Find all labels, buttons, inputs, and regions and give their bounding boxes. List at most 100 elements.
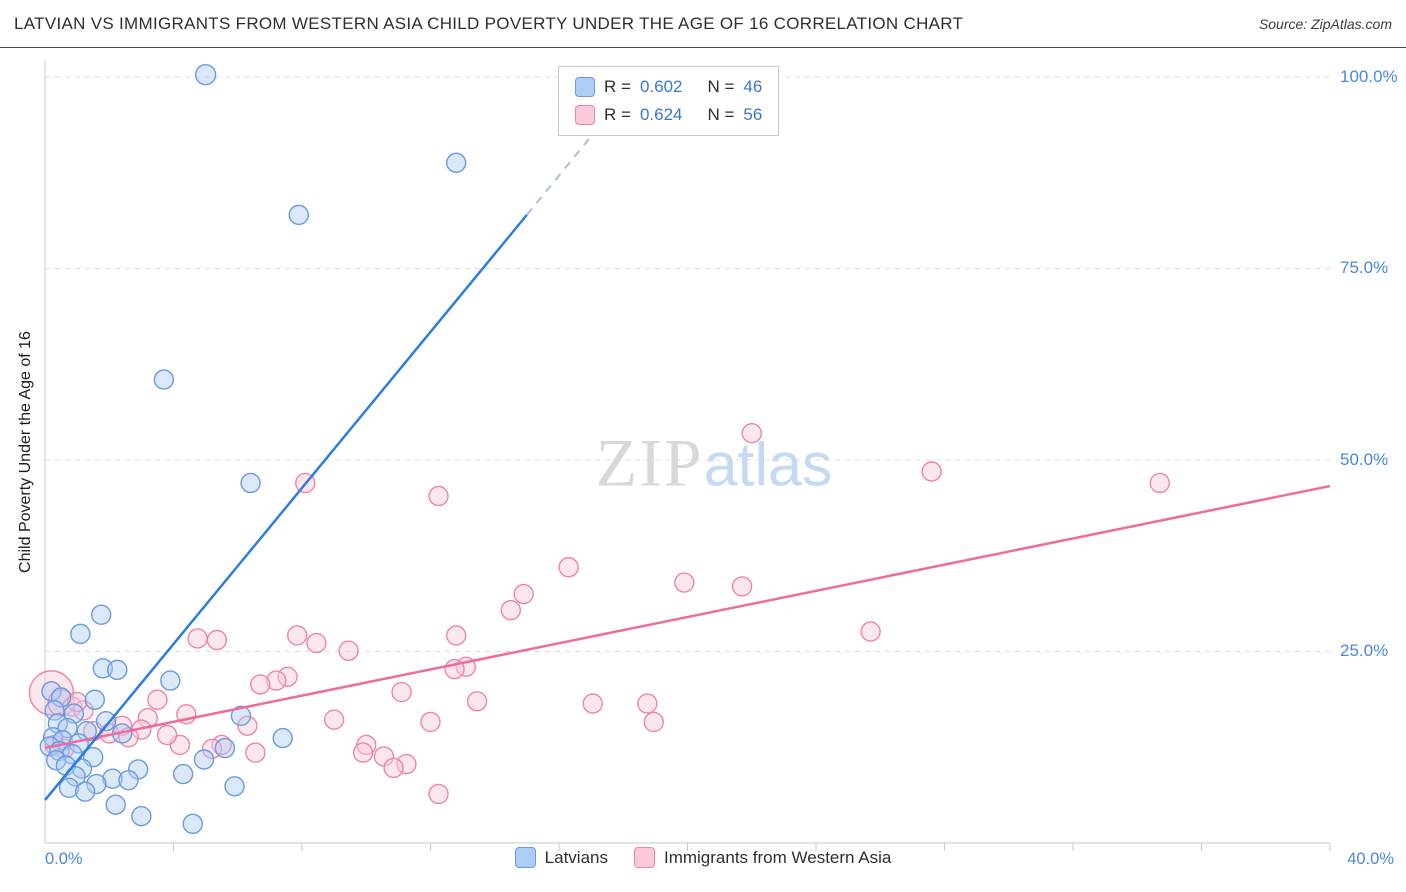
data-point-immigrants-from-western-asia[interactable] (306, 632, 327, 654)
latvians-legend-label: Latvians (544, 847, 608, 867)
page-title: LATVIAN VS IMMIGRANTS FROM WESTERN ASIA … (14, 13, 964, 33)
legend-item-latvians: Latvians (514, 847, 608, 868)
correlation-legend-box: R = 0.602 N = 46 R = 0.624 N = 56 (558, 66, 780, 136)
x-axis-max-label: 40.0% (1347, 850, 1394, 868)
data-point-latvians[interactable] (172, 763, 194, 785)
data-point-immigrants-from-western-asia[interactable] (428, 783, 449, 805)
data-point-latvians[interactable] (272, 727, 293, 749)
data-point-immigrants-from-western-asia[interactable] (245, 742, 266, 763)
zipatlas-watermark: ZIPatlas (596, 424, 833, 503)
watermark-atlas-text: atlas (703, 430, 833, 499)
data-point-immigrants-from-western-asia[interactable] (286, 625, 308, 646)
data-point-immigrants-from-western-asia[interactable] (277, 666, 298, 687)
data-point-latvians[interactable] (46, 750, 67, 771)
data-point-latvians[interactable] (288, 204, 309, 226)
y-tick-50: 50.0% (1340, 450, 1389, 469)
data-point-immigrants-from-western-asia[interactable] (187, 628, 208, 649)
data-point-immigrants-from-western-asia[interactable] (513, 583, 534, 605)
legend-row-immigrants: R = 0.624 N = 56 (575, 105, 762, 125)
data-point-latvians[interactable] (193, 749, 215, 770)
n-value-latvians: 46 (743, 77, 763, 96)
data-point-latvians[interactable] (102, 768, 123, 789)
data-point-immigrants-from-western-asia[interactable] (338, 640, 359, 661)
n-label: N = (707, 77, 735, 96)
y-tick-75: 75.0% (1340, 258, 1389, 277)
data-point-latvians[interactable] (84, 689, 105, 710)
data-point-latvians[interactable] (153, 369, 175, 390)
y-tick-25: 25.0% (1340, 641, 1389, 660)
watermark-zip-text: ZIP (595, 424, 704, 501)
chart-header: LATVIAN VS IMMIGRANTS FROM WESTERN ASIA … (0, 0, 1406, 48)
latvians-swatch (575, 77, 595, 97)
r-label: R = (604, 105, 631, 124)
data-point-immigrants-from-western-asia[interactable] (206, 629, 228, 651)
data-point-latvians[interactable] (240, 472, 261, 494)
data-point-latvians[interactable] (214, 737, 236, 759)
data-point-immigrants-from-western-asia[interactable] (446, 625, 467, 646)
legend-item-immigrants: Immigrants from Western Asia (633, 847, 892, 868)
data-point-latvians[interactable] (95, 711, 117, 732)
data-point-latvians[interactable] (105, 794, 126, 815)
trend-line-latvians (44, 214, 528, 801)
n-value-immigrants: 56 (743, 105, 763, 124)
r-value-latvians: 0.602 (639, 77, 683, 96)
data-point-latvians[interactable] (58, 777, 80, 799)
data-point-latvians[interactable] (230, 705, 252, 727)
data-point-immigrants-from-western-asia[interactable] (237, 715, 258, 737)
data-point-latvians[interactable] (86, 773, 107, 795)
data-point-latvians[interactable] (182, 813, 203, 835)
data-point-immigrants-from-western-asia[interactable] (1149, 472, 1170, 494)
data-point-immigrants-from-western-asia[interactable] (582, 693, 603, 714)
data-point-immigrants-from-western-asia[interactable] (921, 461, 942, 482)
data-point-latvians[interactable] (194, 64, 217, 86)
data-point-latvians[interactable] (57, 717, 78, 739)
source-attribution: Source: ZipAtlas.com (1258, 15, 1392, 32)
data-point-latvians[interactable] (446, 152, 467, 173)
r-value-immigrants: 0.624 (639, 105, 683, 124)
data-point-immigrants-from-western-asia[interactable] (500, 599, 522, 621)
y-tick-100: 100.0% (1340, 67, 1398, 86)
data-point-latvians[interactable] (70, 623, 91, 645)
data-point-immigrants-from-western-asia[interactable] (428, 485, 449, 507)
data-point-immigrants-from-western-asia[interactable] (147, 689, 168, 710)
data-point-immigrants-from-western-asia[interactable] (352, 742, 374, 763)
data-point-latvians[interactable] (50, 687, 72, 708)
data-point-latvians[interactable] (160, 670, 181, 691)
data-point-immigrants-from-western-asia[interactable] (558, 557, 579, 578)
data-point-immigrants-from-western-asia[interactable] (383, 757, 404, 779)
data-point-latvians[interactable] (224, 776, 245, 797)
data-point-immigrants-from-western-asia[interactable] (250, 674, 271, 695)
data-point-latvians[interactable] (74, 781, 96, 802)
data-point-immigrants-from-western-asia[interactable] (741, 422, 762, 444)
data-point-immigrants-from-western-asia[interactable] (323, 709, 345, 730)
x-axis-min-label: 0.0% (45, 850, 83, 868)
data-point-latvians[interactable] (44, 700, 65, 721)
data-point-immigrants-from-western-asia[interactable] (156, 724, 178, 746)
r-label: R = (604, 77, 631, 96)
data-point-immigrants-from-western-asia[interactable] (643, 711, 664, 733)
data-point-latvians[interactable] (131, 805, 152, 827)
data-point-latvians[interactable] (118, 769, 139, 791)
data-point-latvians[interactable] (91, 604, 112, 625)
immigrants-swatch (575, 105, 595, 125)
data-point-immigrants-from-western-asia[interactable] (674, 572, 695, 593)
data-point-immigrants-from-western-asia[interactable] (396, 753, 417, 775)
data-point-immigrants-from-western-asia[interactable] (637, 693, 658, 714)
immigrants-legend-label: Immigrants from Western Asia (663, 847, 892, 867)
data-point-immigrants-from-western-asia[interactable] (391, 681, 412, 703)
series-legend: Latvians Immigrants from Western Asia (0, 847, 1406, 868)
trend-line-immigrants-from-western-asia (44, 484, 1331, 750)
data-point-immigrants-from-western-asia[interactable] (860, 621, 881, 642)
data-point-immigrants-from-western-asia[interactable] (420, 711, 441, 733)
latvians-legend-swatch (514, 847, 536, 868)
data-point-immigrants-from-western-asia[interactable] (731, 576, 753, 597)
data-point-immigrants-from-western-asia[interactable] (66, 691, 88, 713)
data-point-immigrants-from-western-asia[interactable] (266, 670, 287, 691)
data-point-latvians[interactable] (107, 659, 128, 681)
y-axis-title: Child Poverty Under the Age of 16 (17, 331, 34, 573)
data-point-latvians[interactable] (92, 658, 114, 679)
data-point-immigrants-from-western-asia[interactable] (466, 691, 488, 712)
immigrants-legend-swatch (633, 847, 655, 868)
n-label: N = (707, 105, 735, 124)
